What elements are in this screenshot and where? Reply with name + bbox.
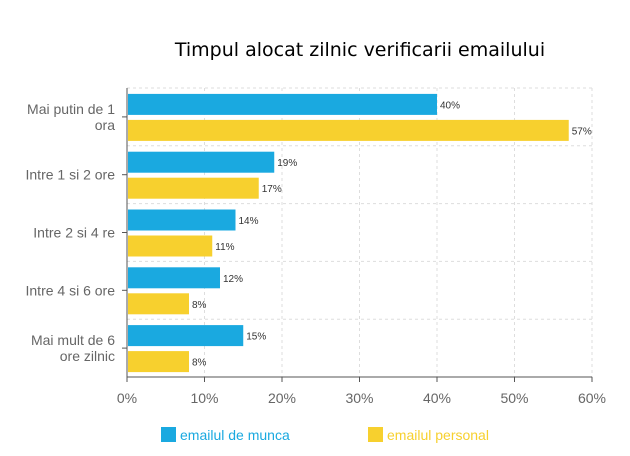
- legend-swatch: [161, 427, 176, 442]
- category-label: Intre 2 si 4 re: [33, 225, 115, 241]
- x-tick-label: 50%: [500, 390, 528, 406]
- chart-title: Timpul alocat zilnic verificarii emailul…: [174, 39, 545, 61]
- data-label: 8%: [192, 300, 207, 311]
- category-label: Intre 4 si 6 ore: [26, 282, 116, 298]
- bar: [128, 325, 244, 347]
- x-tick-label: 60%: [578, 390, 606, 406]
- legend-swatch: [368, 427, 383, 442]
- data-label: 14%: [239, 216, 259, 227]
- bars: 40% 57% 19% 17% 14% 11% 12% 8% 15% 8%: [128, 93, 592, 373]
- bar: [128, 177, 259, 199]
- x-tick-label: 0%: [117, 390, 137, 406]
- bar: [128, 293, 189, 315]
- data-label: 11%: [215, 242, 234, 253]
- legend: emailul de munca emailul personal: [161, 427, 489, 443]
- x-tick-label: 20%: [268, 390, 296, 406]
- x-tick-label: 30%: [345, 390, 373, 406]
- bar: [128, 351, 189, 373]
- x-tick-label: 40%: [423, 390, 451, 406]
- category-label: ore zilnic: [60, 348, 115, 364]
- category-label: Mai mult de 6: [31, 332, 115, 348]
- data-label: 19%: [277, 158, 297, 169]
- x-tick-label: 10%: [190, 390, 218, 406]
- bar: [128, 151, 275, 173]
- bar: [128, 93, 437, 115]
- legend-label: emailul de munca: [180, 427, 290, 443]
- data-label: 12%: [223, 274, 243, 285]
- bar: [128, 119, 569, 141]
- data-label: 57%: [572, 126, 592, 137]
- bar: [128, 267, 220, 289]
- data-label: 17%: [262, 184, 282, 195]
- category-label: Mai putin de 1: [27, 101, 115, 117]
- bar: [128, 209, 236, 231]
- category-label: Intre 1 si 2 ore: [26, 167, 116, 183]
- data-label: 15%: [246, 332, 266, 343]
- legend-label: emailul personal: [387, 427, 489, 443]
- bar: [128, 235, 213, 257]
- data-label: 40%: [440, 100, 460, 111]
- category-label: ora: [95, 117, 115, 133]
- data-label: 8%: [192, 358, 207, 369]
